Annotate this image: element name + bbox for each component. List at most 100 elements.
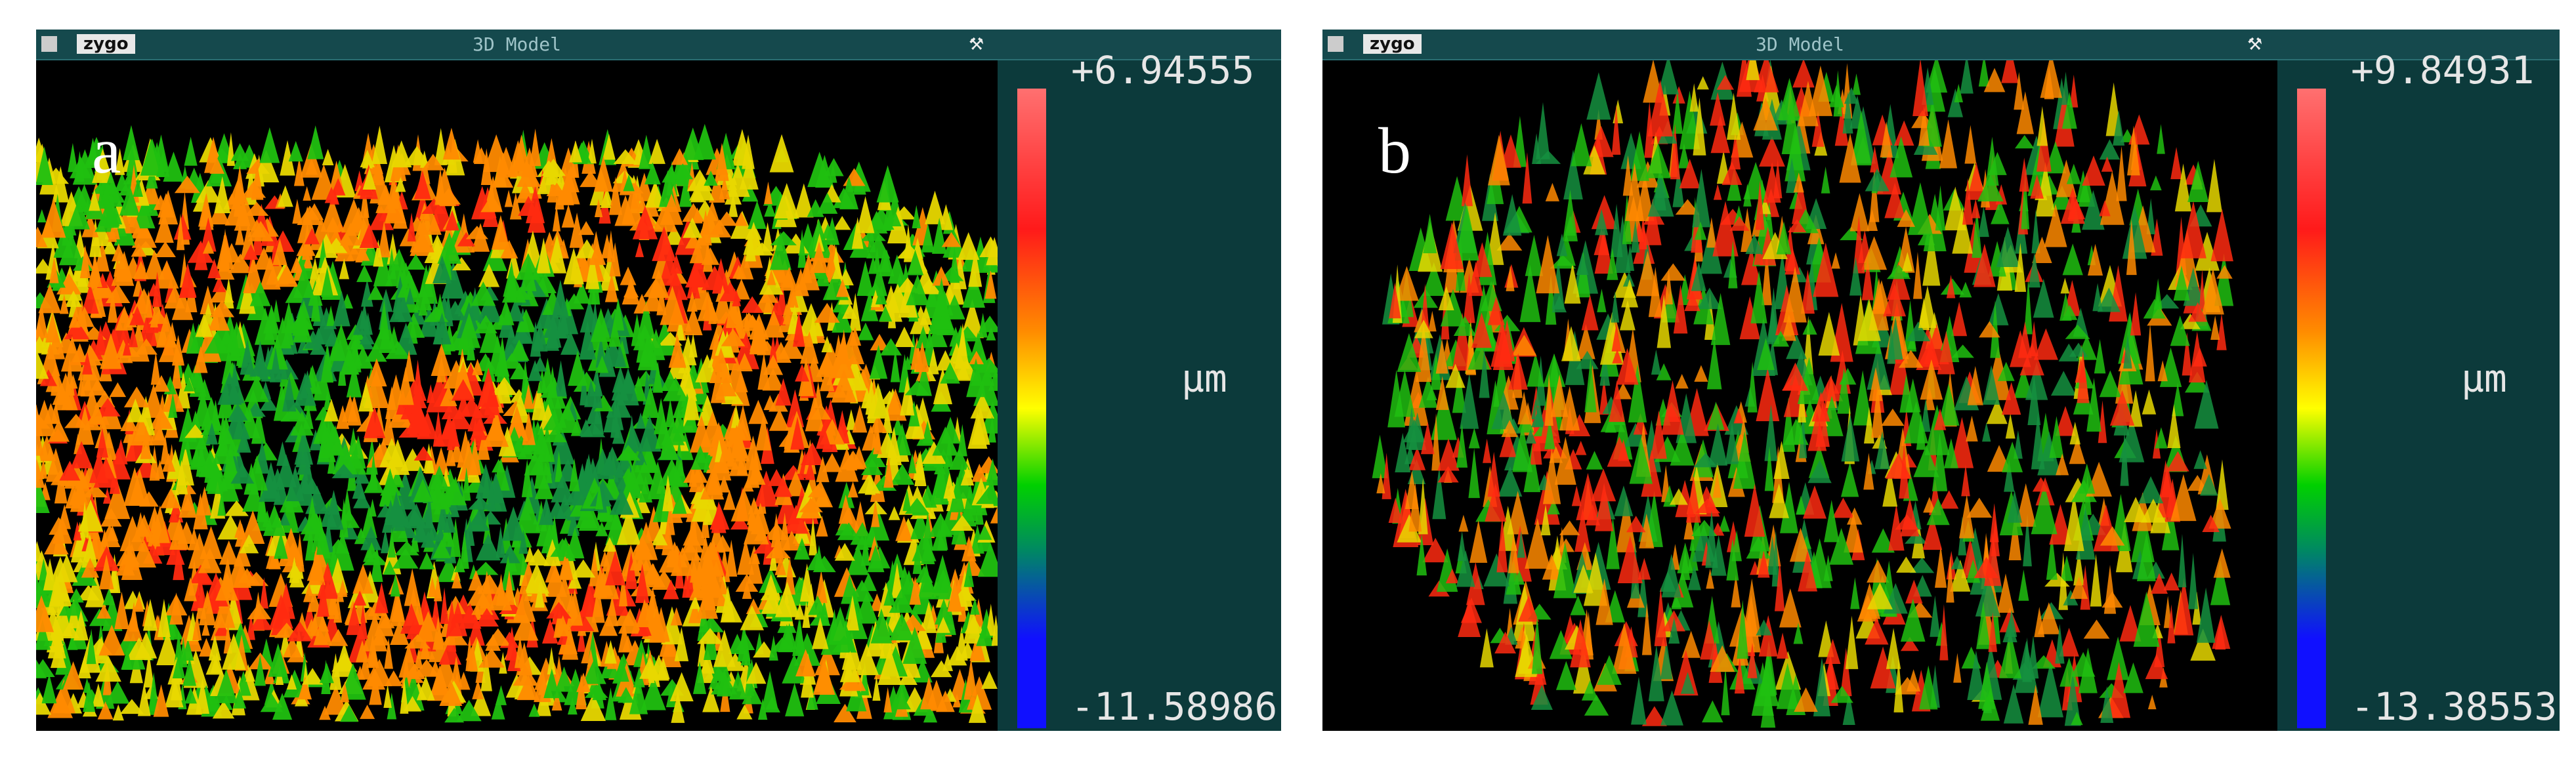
surface-spike xyxy=(975,486,1002,505)
surface-spike xyxy=(2033,278,2054,318)
surface-spike xyxy=(642,289,664,312)
surface-spike xyxy=(1525,428,1536,444)
surface-spike xyxy=(336,405,350,429)
surface-spike xyxy=(742,134,755,169)
surface-spike xyxy=(779,512,791,551)
surface-spike xyxy=(2210,316,2220,340)
surface-spike xyxy=(1485,483,1507,522)
surface-spike xyxy=(74,609,89,641)
surface-spike xyxy=(102,239,118,255)
surface-spike xyxy=(215,571,239,601)
surface-spike xyxy=(748,400,769,424)
surface-spike xyxy=(1463,272,1475,323)
surface-spike xyxy=(1389,282,1401,319)
surface-spike xyxy=(1811,110,1825,147)
surface-spike xyxy=(87,259,102,287)
surface-spike xyxy=(2214,253,2234,306)
surface-spike xyxy=(769,547,778,571)
surface-spike xyxy=(219,234,230,272)
surface-spike xyxy=(1946,274,1956,299)
tool-icon[interactable]: ⚒ xyxy=(969,35,984,54)
surface-spike xyxy=(1483,438,1492,463)
surface-spike xyxy=(920,676,938,710)
surface-spike xyxy=(958,323,967,356)
surface-spike xyxy=(647,461,668,500)
surface-spike xyxy=(1865,168,1890,192)
surface-spike xyxy=(1881,408,1905,426)
surface-spike xyxy=(902,488,912,511)
surface-spike xyxy=(690,186,706,203)
scale-min: -13.38553 xyxy=(2351,684,2558,729)
surface-spike xyxy=(1609,380,1625,423)
surface-spike xyxy=(595,522,608,537)
surface-spike xyxy=(1637,558,1651,580)
surface-spike xyxy=(1660,640,1673,680)
surface-spike xyxy=(664,224,685,245)
surface-spike xyxy=(62,661,84,690)
surface-spike xyxy=(275,453,297,487)
surface-spike xyxy=(1937,383,1960,426)
surface-spike xyxy=(894,326,915,347)
surface-spike xyxy=(587,279,597,305)
surface-spike xyxy=(551,474,575,503)
surface-spike xyxy=(59,461,81,481)
surface-spike xyxy=(871,501,880,527)
surface-spike xyxy=(802,601,811,629)
surface-spike xyxy=(1678,143,1690,169)
surface-spike xyxy=(217,491,226,516)
surface-spike xyxy=(806,686,818,710)
surface-spike xyxy=(1780,482,1799,533)
surface-spike xyxy=(380,475,402,496)
surface-spike xyxy=(1888,316,1903,360)
surface-spike xyxy=(1563,149,1583,200)
surface-spike xyxy=(483,134,510,173)
surface-spike xyxy=(448,601,468,636)
surface-spike xyxy=(1778,77,1801,121)
surface-spike xyxy=(839,651,860,682)
surface-spike xyxy=(219,540,239,565)
tool-icon[interactable]: ⚒ xyxy=(2247,35,2263,54)
surface-spike xyxy=(915,341,929,373)
surface-spike xyxy=(1729,216,1750,231)
surface-spike xyxy=(736,632,755,651)
surface-spike xyxy=(1581,295,1599,331)
surface-spike xyxy=(2145,323,2155,382)
surface-spike xyxy=(1559,386,1580,431)
surface-spike xyxy=(528,703,540,717)
surface-spike xyxy=(364,406,386,438)
surface-spike xyxy=(459,603,482,629)
surface-spike xyxy=(713,285,732,324)
surface-spike xyxy=(652,226,677,261)
surface-spike xyxy=(552,279,569,318)
surface-spike xyxy=(730,427,748,459)
surface-spike xyxy=(1675,199,1700,215)
surface-spike xyxy=(866,545,885,573)
surface-spike xyxy=(578,221,595,236)
surface-spike xyxy=(222,446,238,478)
surface-spike xyxy=(1622,272,1635,287)
surface-spike xyxy=(845,595,859,631)
surface-spike xyxy=(95,655,121,682)
surface-spike xyxy=(928,512,953,537)
surface-spike xyxy=(406,287,415,304)
surface-spike xyxy=(959,556,985,576)
surface-spike xyxy=(2142,389,2157,415)
surface-spike xyxy=(831,369,857,403)
surface-spike xyxy=(440,587,449,624)
surface-spike xyxy=(359,329,375,344)
surface-spike xyxy=(560,331,581,355)
surface-spike xyxy=(543,539,561,566)
surface-spike xyxy=(135,338,158,355)
surface-spike xyxy=(652,488,672,522)
surface-spike xyxy=(986,327,996,340)
surface-spike xyxy=(1408,482,1422,532)
surface-spike xyxy=(2188,552,2199,609)
surface-spike xyxy=(2157,360,2168,382)
surface-spike xyxy=(255,442,278,461)
window-title: 3D Model xyxy=(1756,33,1844,55)
surface-spike xyxy=(857,322,874,340)
surface-spike xyxy=(1664,268,1673,304)
surface-spike xyxy=(243,244,259,260)
surface-spike xyxy=(1813,657,1831,716)
surface-spike xyxy=(891,562,903,598)
